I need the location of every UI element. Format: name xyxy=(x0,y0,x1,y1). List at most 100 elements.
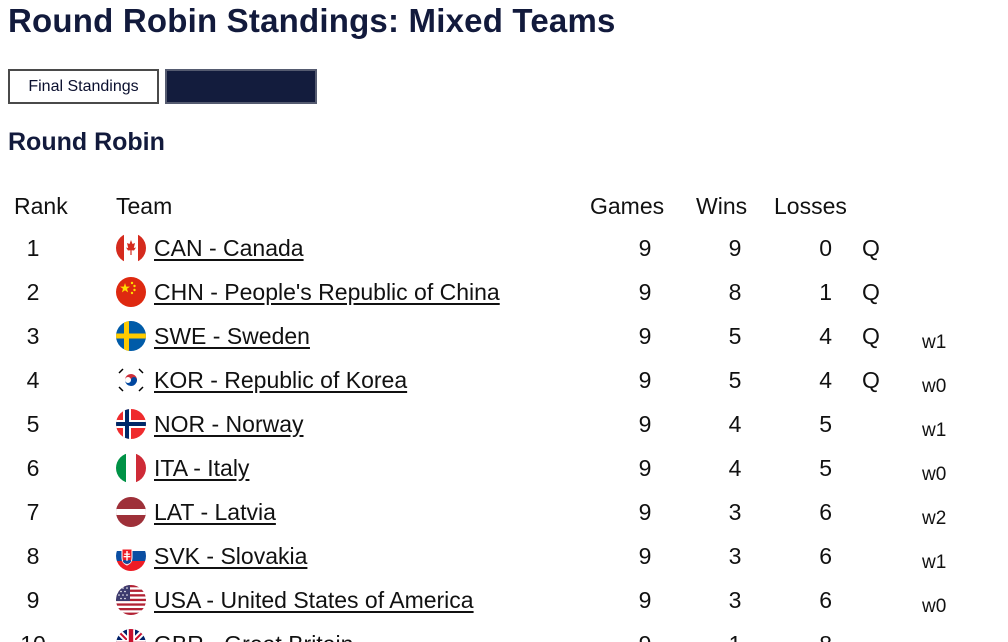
team-link[interactable]: GBR - Great Britain xyxy=(154,631,353,642)
team-link[interactable]: CAN - Canada xyxy=(154,234,304,261)
tiebreak-cell: w0 xyxy=(922,376,947,397)
team-link[interactable]: USA - United States of America xyxy=(154,586,474,613)
china-flag-icon xyxy=(116,277,146,307)
usa-flag-icon xyxy=(116,585,146,615)
games-cell: 9 xyxy=(638,454,652,481)
team-link[interactable]: NOR - Norway xyxy=(154,410,304,437)
rank-cell: 8 xyxy=(26,542,40,569)
team-link[interactable]: KOR - Republic of Korea xyxy=(154,366,408,393)
team-cell: SWE - Sweden xyxy=(116,314,590,358)
korea-flag-icon xyxy=(116,365,146,395)
tiebreak-cell xyxy=(922,270,972,314)
games-cell: 9 xyxy=(638,542,652,569)
team-cell-content: SWE - Sweden xyxy=(116,321,590,351)
games-cell: 9 xyxy=(638,410,652,437)
table-row: 5 NOR - Norway 9 4 5 w1 xyxy=(8,402,972,446)
losses-cell: 4 xyxy=(819,322,832,349)
team-link[interactable]: SWE - Sweden xyxy=(154,322,310,349)
section-title: Round Robin xyxy=(8,128,165,156)
team-cell-content: USA - United States of America xyxy=(116,585,590,615)
team-cell-content: ITA - Italy xyxy=(116,453,590,483)
italy-flag-icon xyxy=(116,453,146,483)
team-cell-content: NOR - Norway xyxy=(116,409,590,439)
team-cell: NOR - Norway xyxy=(116,402,590,446)
team-link[interactable]: ITA - Italy xyxy=(154,454,250,481)
latvia-flag-icon xyxy=(116,497,146,527)
losses-cell: 6 xyxy=(819,498,832,525)
table-row: 10 GBR - Great Britain 918 xyxy=(8,622,972,642)
team-cell-content: SVK - Slovakia xyxy=(116,541,590,571)
wins-cell: 1 xyxy=(696,622,774,642)
qualifier-cell: Q xyxy=(862,366,880,393)
games-cell: 9 xyxy=(638,322,652,349)
losses-cell: 5 xyxy=(819,410,832,437)
wins-cell: 3 xyxy=(728,542,742,569)
team-cell: CHN - People's Republic of China xyxy=(116,270,590,314)
rank-cell: 3 xyxy=(26,322,40,349)
table-row: 7 LAT - Latvia 9 3 6 w2 xyxy=(8,490,972,534)
tiebreak-cell xyxy=(922,226,972,270)
losses-cell: 1 xyxy=(819,278,832,305)
qualifier-cell xyxy=(862,578,922,622)
losses-cell: 6 xyxy=(819,586,832,613)
games-cell: 9 xyxy=(638,366,652,393)
qualifier-cell xyxy=(862,446,922,490)
tiebreak-cell: w2 xyxy=(922,508,947,529)
team-cell: SVK - Slovakia xyxy=(116,534,590,578)
team-header: Team xyxy=(116,192,173,219)
losses-cell: 4 xyxy=(819,366,832,393)
wins-cell: 9 xyxy=(728,234,742,261)
qualifier-cell xyxy=(862,402,922,446)
qualifier-cell xyxy=(862,490,922,534)
team-cell-content: CHN - People's Republic of China xyxy=(116,277,590,307)
wins-cell: 4 xyxy=(728,454,742,481)
rank-cell: 7 xyxy=(26,498,40,525)
tiebreak-cell: w0 xyxy=(922,464,947,485)
losses-cell: 8 xyxy=(774,622,862,642)
team-cell: LAT - Latvia xyxy=(116,490,590,534)
rank-header: Rank xyxy=(14,192,68,219)
slovakia-flag-icon xyxy=(116,541,146,571)
standings-table: Rank Team Games Wins Losses 1 CAN - Canad… xyxy=(8,186,972,642)
wins-cell: 4 xyxy=(728,410,742,437)
rank-cell: 9 xyxy=(26,586,40,613)
table-row: 9 USA - United States of America 9 3 6 w0 xyxy=(8,578,972,622)
rank-cell: 1 xyxy=(26,234,40,261)
rank-cell: 10 xyxy=(8,622,116,642)
canada-flag-icon xyxy=(116,233,146,263)
tiebreak-cell xyxy=(922,622,972,642)
games-cell: 9 xyxy=(638,278,652,305)
team-link[interactable]: LAT - Latvia xyxy=(154,498,276,525)
team-link[interactable]: CHN - People's Republic of China xyxy=(154,278,500,305)
qualifier-cell xyxy=(862,622,922,642)
table-row: 6 ITA - Italy 9 4 5 w0 xyxy=(8,446,972,490)
qualifier-cell: Q xyxy=(862,322,880,349)
table-row: 2 CHN - People's Republic of China 9 8 1 Q xyxy=(8,270,972,314)
tiebreak-header xyxy=(922,186,972,226)
rank-cell: 6 xyxy=(26,454,40,481)
team-link[interactable]: SVK - Slovakia xyxy=(154,542,308,569)
qualifier-cell: Q xyxy=(862,278,880,305)
losses-header: Losses xyxy=(774,192,847,219)
wins-cell: 5 xyxy=(728,322,742,349)
qualifier-header xyxy=(862,186,922,226)
tiebreak-cell: w1 xyxy=(922,420,947,441)
secondary-view-button[interactable] xyxy=(165,69,317,104)
wins-cell: 3 xyxy=(728,586,742,613)
qualifier-cell: Q xyxy=(862,234,880,261)
table-row: 1 CAN - Canada 9 9 0 Q xyxy=(8,226,972,270)
team-cell-content: GBR - Great Britain xyxy=(116,629,590,642)
rank-cell: 5 xyxy=(26,410,40,437)
wins-cell: 3 xyxy=(728,498,742,525)
losses-cell: 0 xyxy=(819,234,832,261)
games-cell: 9 xyxy=(638,234,652,261)
norway-flag-icon xyxy=(116,409,146,439)
qualifier-cell xyxy=(862,534,922,578)
sweden-flag-icon xyxy=(116,321,146,351)
team-cell-content: KOR - Republic of Korea xyxy=(116,365,590,395)
final-standings-button[interactable]: Final Standings xyxy=(8,69,159,104)
games-cell: 9 xyxy=(590,622,696,642)
games-header: Games xyxy=(590,192,665,219)
